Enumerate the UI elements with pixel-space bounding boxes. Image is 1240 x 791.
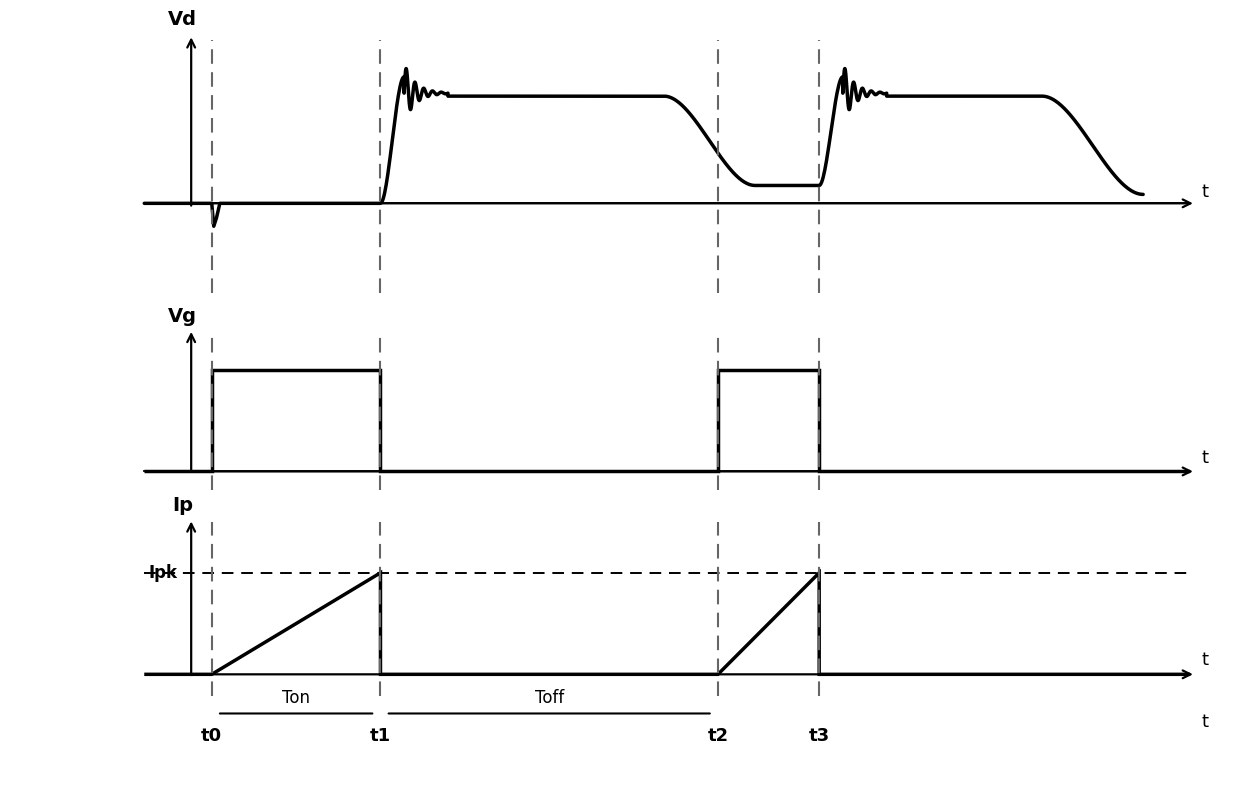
Text: t3: t3 (808, 728, 830, 745)
Text: t2: t2 (707, 728, 729, 745)
Text: Vd: Vd (169, 10, 197, 29)
Text: t: t (1202, 183, 1208, 201)
Text: t: t (1202, 651, 1208, 669)
Text: t1: t1 (370, 728, 391, 745)
Text: Ipk: Ipk (149, 564, 177, 582)
Text: t: t (1202, 713, 1208, 732)
Text: Toff: Toff (534, 688, 564, 706)
Text: Ip: Ip (172, 496, 193, 515)
Text: Vg: Vg (169, 307, 197, 326)
Text: t: t (1202, 448, 1208, 467)
Text: t0: t0 (201, 728, 222, 745)
Text: Ton: Ton (283, 688, 310, 706)
